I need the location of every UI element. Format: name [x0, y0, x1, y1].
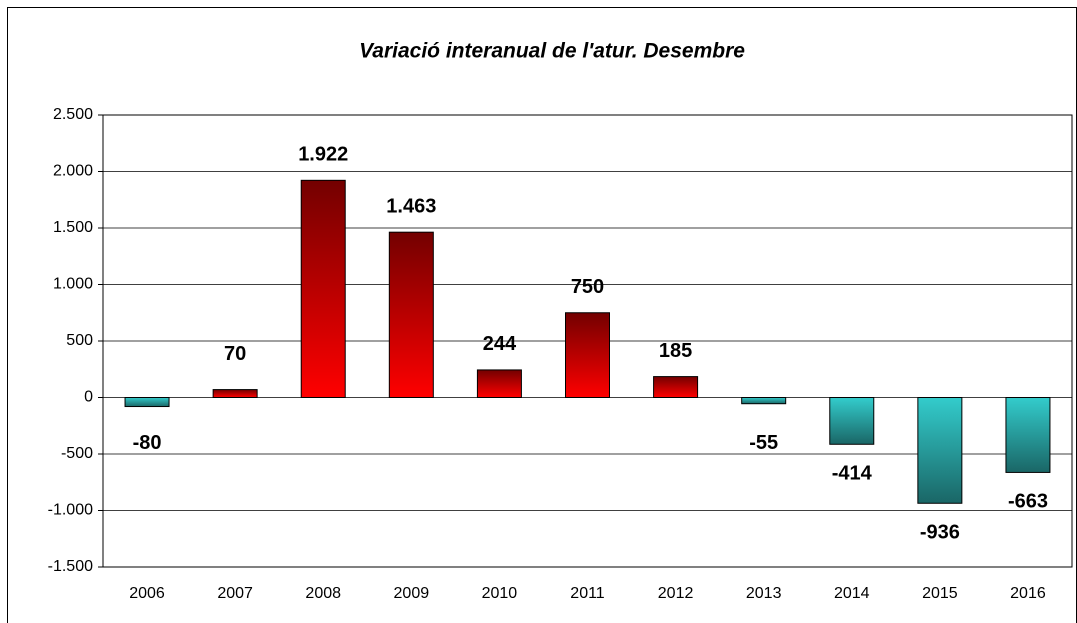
bar — [212, 389, 258, 398]
x-tick-label: 2012 — [658, 585, 694, 602]
x-tick-label: 2009 — [394, 585, 430, 602]
x-tick-label: 2006 — [129, 585, 165, 602]
x-tick-label: 2015 — [922, 585, 958, 602]
x-tick-label: 2008 — [305, 585, 341, 602]
value-label: -414 — [832, 463, 873, 485]
y-tick-label: -1.000 — [48, 502, 93, 519]
chart-frame — [7, 7, 1077, 623]
value-label: -55 — [749, 432, 778, 454]
value-label: -936 — [920, 522, 960, 544]
value-label: 70 — [224, 343, 246, 365]
bar — [388, 231, 434, 398]
x-tick-label: 2014 — [834, 585, 870, 602]
y-tick-label: -500 — [61, 445, 93, 462]
bar — [917, 397, 963, 504]
y-tick-label: 2.000 — [53, 163, 93, 180]
y-tick-label: 1.000 — [53, 276, 93, 293]
x-tick-label: 2010 — [482, 585, 518, 602]
value-label: 1.922 — [298, 144, 348, 166]
chart-title: Variació interanual de l'atur. Desembre — [359, 40, 745, 63]
y-tick-label: -1.500 — [48, 558, 93, 575]
value-label: 185 — [659, 340, 692, 362]
x-tick-label: 2007 — [217, 585, 253, 602]
x-tick-label: 2013 — [746, 585, 782, 602]
bar — [653, 376, 699, 399]
bar — [829, 397, 875, 445]
value-label: -80 — [133, 432, 162, 454]
bar — [1005, 397, 1051, 473]
value-label: 750 — [571, 276, 604, 298]
bar — [124, 397, 170, 408]
value-label: 244 — [483, 333, 517, 355]
bar — [300, 179, 346, 398]
x-tick-label: 2011 — [570, 585, 605, 602]
y-tick-label: 1.500 — [53, 219, 93, 236]
y-tick-label: 0 — [84, 389, 93, 406]
bar — [476, 369, 522, 399]
value-label: 1.463 — [386, 195, 436, 217]
bar — [741, 397, 787, 405]
value-label: -663 — [1008, 491, 1048, 513]
x-tick-label: 2016 — [1010, 585, 1046, 602]
y-tick-label: 500 — [66, 332, 93, 349]
y-tick-label: 2.500 — [53, 106, 93, 123]
bar — [565, 312, 610, 398]
